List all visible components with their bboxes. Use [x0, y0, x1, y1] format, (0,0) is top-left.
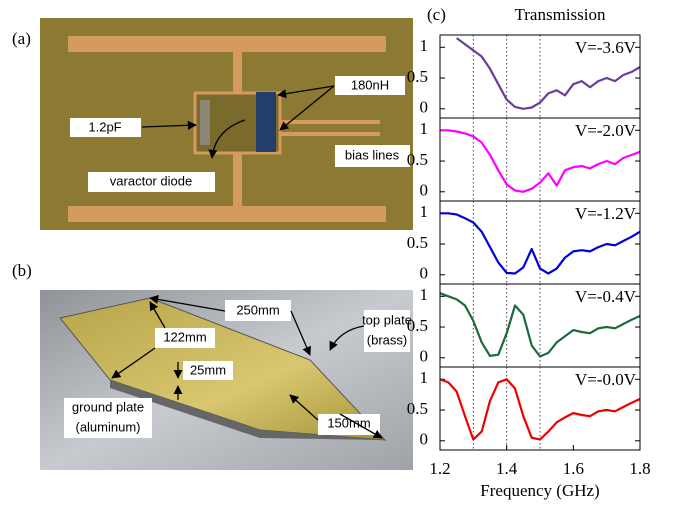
annotation: V=-0.0V: [575, 370, 637, 389]
annotation: V=-1.2V: [575, 204, 637, 223]
label-box: [364, 310, 410, 352]
annotation: V=-0.4V: [575, 287, 637, 306]
y-tick-label: 0: [420, 347, 429, 366]
y-tick-label: 0: [420, 181, 429, 200]
data-line: [456, 37, 641, 110]
label-box: [155, 328, 215, 348]
data-line: [440, 212, 641, 275]
y-tick-label: 1: [420, 119, 429, 138]
x-tick-label: 1.4: [496, 459, 518, 478]
y-tick-label: 1: [420, 36, 429, 55]
label-box: [88, 172, 215, 192]
panel-label: (c): [427, 5, 446, 24]
arrows-b: [111, 294, 383, 439]
annotation: (brass): [367, 332, 407, 347]
annotation: varactor diode: [110, 173, 192, 188]
data-line: [439, 292, 641, 358]
annotation: ground plate: [72, 399, 144, 414]
data-line: [439, 378, 641, 441]
y-tick-label: 0: [420, 264, 429, 283]
y-tick-label: 1: [420, 202, 429, 221]
label-box: [225, 300, 291, 321]
x-axis-label: Frequency (GHz): [480, 481, 599, 500]
annotation: bias lines: [345, 147, 400, 162]
label-box: [335, 76, 405, 95]
annotation: top plate: [362, 312, 412, 327]
y-tick-label: 0.5: [407, 150, 428, 169]
annotation: 1.2pF: [88, 119, 121, 134]
arrows-a: [141, 85, 335, 159]
annotation: 25mm: [190, 362, 226, 377]
y-tick-label: 0.5: [407, 316, 428, 335]
y-tick-label: 1: [420, 285, 429, 304]
y-tick-label: 0.5: [407, 67, 428, 86]
panel-label: (b): [12, 261, 32, 280]
annotation: 122mm: [163, 329, 206, 344]
annotation: V=-2.0V: [575, 121, 637, 140]
x-tick-label: 1.8: [629, 459, 650, 478]
label-box: [183, 361, 233, 380]
label-box: [335, 145, 410, 167]
x-tick-label: 1.2: [429, 459, 450, 478]
y-tick-label: 0: [420, 98, 429, 117]
label-box: [64, 398, 152, 438]
annotation: 150mm: [327, 415, 370, 430]
label-box: [70, 118, 141, 137]
label-box: [318, 414, 380, 435]
annotation: (aluminum): [75, 419, 140, 434]
x-tick-label: 1.6: [563, 459, 584, 478]
annotation: 180nH: [351, 77, 389, 92]
photo-a: [40, 18, 413, 230]
plot-frame: [439, 366, 641, 451]
chart-title: Transmission: [514, 5, 606, 24]
y-tick-label: 0.5: [407, 399, 428, 418]
y-tick-label: 0.5: [407, 233, 428, 252]
data-line: [440, 129, 641, 193]
y-tick-label: 0: [420, 430, 429, 449]
y-tick-label: 1: [420, 368, 429, 387]
annotation: 250mm: [236, 302, 279, 317]
annotation: V=-3.6V: [575, 38, 637, 57]
panel-label: (a): [12, 29, 31, 48]
